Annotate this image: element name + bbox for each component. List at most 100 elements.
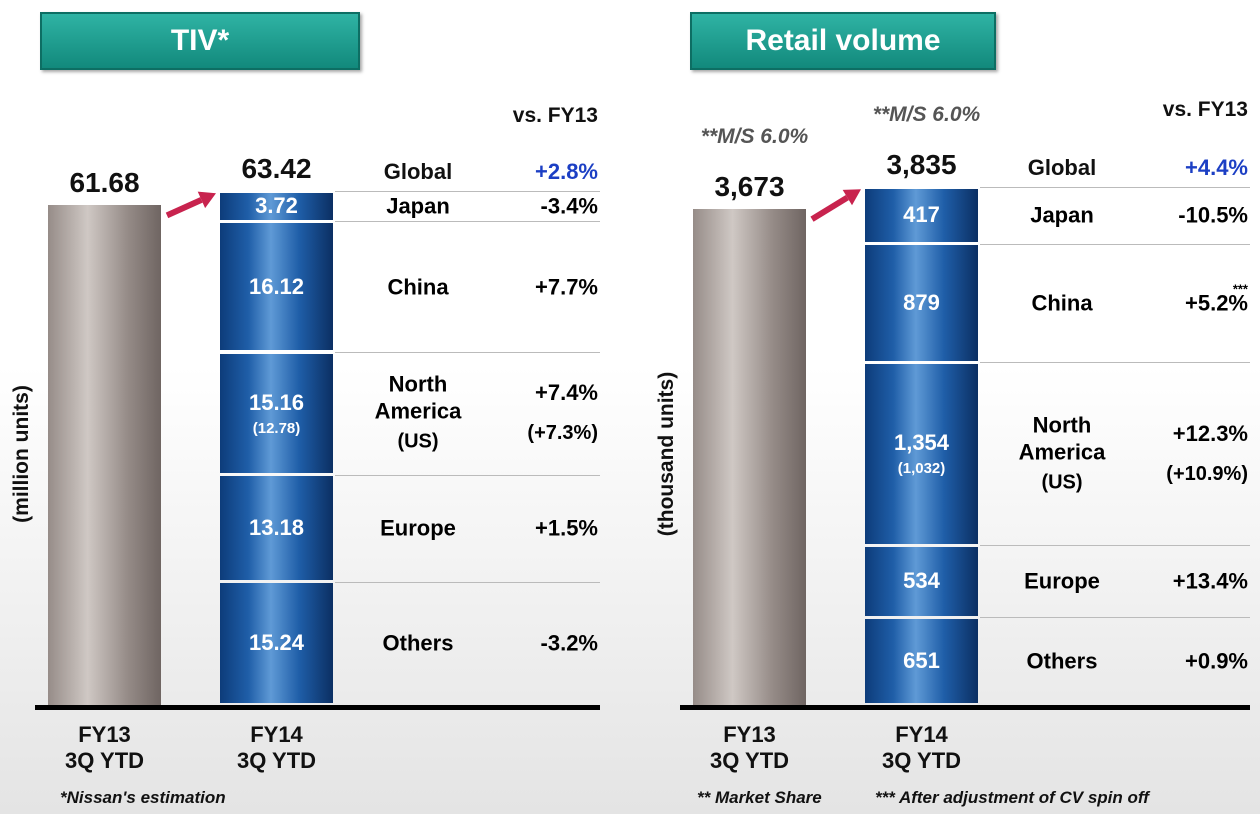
global-change: +2.8%	[535, 159, 598, 185]
region-cell: Others	[328, 630, 508, 657]
change-note: ***	[1232, 281, 1248, 297]
change-header: vs. FY13	[1162, 98, 1248, 121]
region-change: +1.5%	[535, 515, 598, 541]
bar-segment: 879	[865, 245, 978, 361]
region-name: Others	[382, 630, 454, 656]
change-header: vs. FY13	[512, 104, 598, 127]
bar-segment: 15.16 (12.78)	[220, 353, 333, 474]
segment-label: 417	[903, 202, 940, 228]
baseline	[35, 705, 600, 710]
region-cell: North America (US)	[972, 411, 1152, 496]
segment-sub-label: (12.78)	[252, 419, 301, 437]
baseline	[680, 705, 1250, 710]
row-line	[980, 243, 1250, 245]
change-cell: +13.4%	[1088, 568, 1248, 595]
footnote: *Nissan's estimation	[60, 788, 226, 807]
segment-label: 13.18	[248, 515, 305, 541]
total-label: 63.42	[241, 153, 312, 185]
change-cell: +1.5%	[438, 515, 598, 542]
bar-segment: 16.12	[220, 222, 333, 351]
row-line	[980, 545, 1250, 547]
x-tick-label: FY13 3Q YTD	[64, 722, 145, 773]
region-change: +13.4%	[1172, 568, 1248, 594]
row-line	[335, 352, 600, 353]
segment-label: 3.72	[255, 193, 298, 219]
row-line	[335, 474, 600, 476]
region-name: Europe	[1024, 568, 1100, 594]
region-cell: China	[328, 273, 508, 300]
change-cell: +5.2% ***	[1088, 281, 1248, 316]
row-line	[335, 191, 600, 193]
bar-segment: 1,354 (1,032)	[865, 363, 978, 544]
total-label: 61.68	[69, 167, 140, 199]
change-cell: +7.4% (+7.3%)	[438, 379, 598, 447]
x-tick-label: FY13 3Q YTD	[709, 722, 790, 773]
region-change: +7.7%	[535, 274, 598, 300]
change-cell: -3.2%	[438, 630, 598, 657]
region-change: +5.2% ***	[1185, 281, 1248, 316]
x-tick-label: FY14 3Q YTD	[881, 722, 962, 773]
row-line	[335, 221, 600, 223]
region-change: -3.2%	[540, 630, 598, 656]
global-change: +4.4%	[1185, 155, 1248, 181]
region-sub-change: (+7.3%)	[527, 422, 598, 445]
region-name: China	[1031, 290, 1093, 316]
row-line	[980, 187, 1250, 189]
segment-label: 15.24	[248, 630, 305, 656]
total-label: 3,673	[714, 171, 785, 203]
region-change: +12.3%	[1172, 420, 1248, 446]
region-change: -10.5%	[1178, 202, 1248, 228]
region-name: Japan	[386, 193, 450, 219]
chart-title: Retail volume	[690, 12, 996, 70]
segment-label: 879	[903, 289, 940, 315]
axis-label: (million units)	[10, 384, 33, 523]
change-cell: -10.5%	[1088, 202, 1248, 229]
bar-segment: 534	[865, 546, 978, 616]
bar	[693, 209, 806, 705]
footnote: ** Market Share	[697, 788, 822, 807]
region-name: North America	[1018, 412, 1106, 465]
segment-label: 534	[903, 568, 940, 594]
footnote: *** After adjustment of CV spin off	[875, 788, 1149, 807]
annotation: **M/S 6.0%	[700, 125, 809, 149]
segment-label: 16.12	[248, 273, 305, 299]
region-cell: Japan	[972, 202, 1152, 229]
row-line	[980, 362, 1250, 364]
region-sub-name: (US)	[397, 430, 439, 453]
region-change: -3.4%	[540, 193, 598, 219]
region-cell: North America (US)	[328, 371, 508, 456]
change-cell: +7.7%	[438, 273, 598, 300]
bar-segment: 651	[865, 618, 978, 704]
segment-label: 15.16	[248, 389, 305, 415]
region-cell: Others	[972, 648, 1152, 675]
region-name: Japan	[1030, 202, 1094, 228]
region-change: +0.9%	[1185, 648, 1248, 674]
bar-segment: 13.18	[220, 476, 333, 581]
row-line	[980, 617, 1250, 619]
region-name: China	[387, 274, 449, 300]
segment-sub-label: (1,032)	[897, 460, 946, 478]
global-label: Global	[1027, 155, 1097, 181]
change-cell: +12.3% (+10.9%)	[1088, 420, 1248, 488]
region-name: Europe	[380, 515, 456, 541]
region-name: North America	[374, 371, 462, 424]
bar-segment: 15.24	[220, 583, 333, 704]
bar	[48, 205, 161, 705]
change-cell: -3.4%	[438, 193, 598, 220]
region-cell: Europe	[328, 515, 508, 542]
row-line	[335, 581, 600, 583]
global-label: Global	[383, 159, 453, 185]
region-change: +7.4%	[535, 380, 598, 406]
segment-label: 1,354	[893, 430, 950, 456]
segment-label: 651	[903, 648, 940, 674]
axis-label: (thousand units)	[655, 371, 678, 536]
region-cell: China	[972, 289, 1152, 316]
region-sub-name: (US)	[1041, 471, 1083, 494]
change-cell: +0.9%	[1088, 648, 1248, 675]
chart-title: TIV*	[40, 12, 360, 70]
region-name: Others	[1026, 648, 1098, 674]
x-tick-label: FY14 3Q YTD	[236, 722, 317, 773]
